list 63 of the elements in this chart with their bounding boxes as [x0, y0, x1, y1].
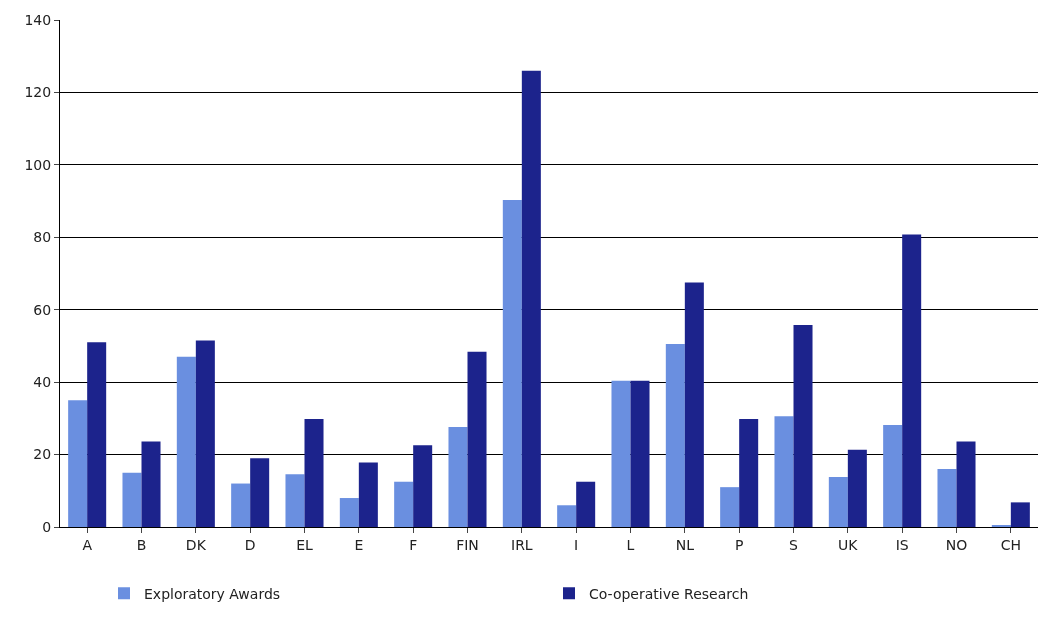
x-tick-label: IRL	[511, 536, 533, 553]
x-tick-label: IS	[895, 536, 909, 553]
bar	[883, 424, 903, 527]
bar	[87, 342, 107, 527]
bar	[611, 380, 631, 527]
bar	[304, 419, 324, 527]
x-tick-label: NL	[675, 536, 695, 553]
bar	[1010, 502, 1030, 527]
y-tick-label: 140	[24, 11, 52, 28]
y-tick-label: 80	[33, 229, 52, 246]
x-tick-label: D	[244, 536, 256, 553]
bar	[448, 427, 468, 527]
bar	[739, 419, 759, 527]
bar	[285, 474, 305, 527]
legend-label: Exploratory Awards	[144, 585, 281, 602]
bar	[847, 449, 867, 527]
y-tick-label: 20	[33, 446, 52, 463]
bar	[720, 487, 740, 527]
bar	[665, 344, 685, 527]
bar	[684, 282, 704, 527]
bar	[902, 234, 922, 527]
x-tick-label: S	[789, 536, 799, 553]
x-tick-label: A	[82, 536, 93, 553]
bar	[231, 483, 251, 527]
bar	[339, 498, 359, 527]
bar	[68, 400, 88, 527]
bar	[394, 481, 414, 527]
x-tick-label: L	[626, 536, 635, 553]
x-tick-label: CH	[1000, 536, 1021, 553]
bar	[176, 356, 196, 527]
bar	[576, 481, 596, 527]
bar	[956, 441, 976, 527]
bar	[195, 340, 215, 527]
bar	[141, 441, 161, 527]
x-tick-label: I	[574, 536, 579, 553]
x-tick-label: EL	[296, 536, 314, 553]
y-tick-label: 120	[24, 84, 52, 101]
y-tick-label: 60	[33, 301, 52, 318]
x-tick-label: F	[409, 536, 418, 553]
y-tick-label: 40	[33, 374, 52, 391]
x-tick-label: B	[136, 536, 147, 553]
bar	[122, 472, 142, 527]
bar	[937, 469, 957, 527]
bar	[358, 462, 378, 527]
bar	[630, 380, 650, 527]
x-tick-label: E	[354, 536, 364, 553]
y-tick-label: 100	[24, 156, 52, 173]
bar	[828, 477, 848, 527]
bar	[502, 199, 522, 527]
bar	[467, 351, 487, 527]
bar	[521, 70, 541, 527]
bar	[250, 458, 270, 527]
bar	[557, 505, 577, 527]
bar	[774, 416, 794, 527]
x-tick-label: FIN	[456, 536, 479, 553]
x-tick-label: P	[734, 536, 744, 553]
legend-label: Co-operative Research	[589, 585, 749, 602]
y-tick-label: 0	[42, 518, 52, 535]
x-tick-label: DK	[185, 536, 207, 553]
bar	[793, 324, 813, 527]
x-tick-label: NO	[945, 536, 968, 553]
bar	[413, 445, 433, 527]
x-tick-label: UK	[838, 536, 859, 553]
